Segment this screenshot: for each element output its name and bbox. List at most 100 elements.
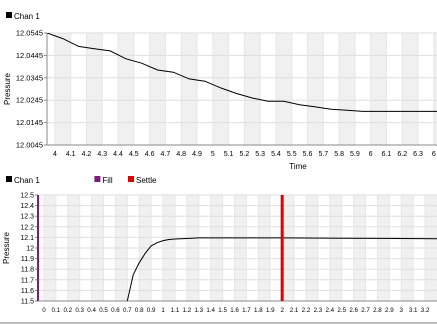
grid-band [370,33,387,145]
x-tick-label: 5.3 [255,151,265,158]
x-tick-label: 0.9 [147,307,156,314]
x-tick-label: 5.4 [271,151,281,158]
legend-swatch-settle [128,176,134,182]
x-tick-label: 2.4 [326,307,335,314]
x-tick-label: 2.1 [290,307,299,314]
x-tick-label: 1 [161,307,165,314]
grid-band [86,33,103,145]
chart-top: Chan 1 12.0545 12.0445 12.0345 12.0245 12.014… [3,12,437,171]
x-tick-label: 6 [369,151,373,158]
legend-label-fill: Fill [102,176,112,185]
y-axis-title: Pressure [3,72,12,105]
x-tick-label: 6 [432,151,436,158]
x-tick-label: 6.1 [382,151,392,158]
grid-band [339,33,355,145]
grid-band [212,33,229,145]
legend-label-settle: Settle [136,176,157,185]
grid-band [118,33,134,145]
x-tick-label: 0 [42,307,46,314]
x-tick-label: 1.5 [218,307,227,314]
x-tick-label: 4.1 [66,151,76,158]
x-tick-label: 1.6 [230,307,239,314]
x-axis-title: Time [289,162,307,171]
x-tick-label: 4 [53,151,57,158]
series-group [47,33,437,112]
x-tick-label: 3.1 [409,307,418,314]
x-tick-label: 4.8 [176,151,186,158]
y-tick-label: 12.0545 [16,29,43,38]
x-tick-label: 6.2 [397,151,407,158]
y-axis-title: Pressure [2,231,11,264]
series-line-chan-1 [47,33,437,112]
x-tick-label: 0.6 [111,307,120,314]
x-tick-label: 2 [280,307,284,314]
grid-band [307,33,324,145]
legend-label-chan-1: Chan 1 [14,12,40,21]
y-tick-label: 12.1 [20,235,34,242]
x-tick-label: 4.6 [145,151,155,158]
x-tick-label: 2.8 [373,307,382,314]
x-tick-label: 0.4 [87,307,96,314]
x-tick-label: 4.5 [129,151,139,158]
grid-band [433,33,437,145]
x-tick-label: 2.9 [385,307,394,314]
x-tick-label: 1.7 [242,307,251,314]
y-tick-label: 12.4 [20,203,34,210]
series-group [126,237,437,301]
y-tick-label: 12 [26,246,34,253]
x-tick-label: 1.8 [254,307,263,314]
x-tick-label: 2.6 [349,307,358,314]
x-tick-label: 1.9 [266,307,275,314]
grid-band [402,33,419,145]
x-tick-label: 0.7 [123,307,132,314]
legend-swatch-chan-1 [6,176,12,182]
frame-bottom-border [0,322,437,324]
legend-label-chan-1: Chan 1 [14,176,40,185]
legend-swatch-fill [94,176,101,182]
chart-bottom: Chan 1 Fill Settle12.512.412.312.212.11211… [2,176,437,314]
x-tick-label: 1.3 [194,307,203,314]
x-tick-label: 2.7 [361,307,370,314]
y-tick-label: 11.5 [21,299,34,306]
series-line-chan-1 [126,237,437,301]
x-tick-label: 5.2 [240,151,250,158]
x-tick-label: 0.1 [52,307,61,314]
x-tick-label: 1.2 [183,307,192,314]
y-tick-label: 12.0045 [16,141,43,150]
x-tick-label: 4.3 [97,151,107,158]
x-tick-label: 6.3 [413,151,423,158]
x-tick-label: 5.9 [350,151,360,158]
grid-band [275,33,292,145]
y-tick-label: 12.2 [20,224,34,231]
x-tick-label: 3.2 [421,307,430,314]
grid-band [54,33,71,145]
y-tick-label: 11.7 [21,277,34,284]
x-tick-label: 1.4 [206,307,215,314]
x-tick-label: 0.8 [135,307,144,314]
y-tick-label: 11.8 [21,267,34,274]
x-tick-label: 0.3 [75,307,84,314]
x-tick-label: 0.5 [99,307,108,314]
grid-band [181,33,197,145]
x-tick-label: 4.9 [192,151,202,158]
y-tick-label: 11.9 [21,256,34,263]
legend-swatch-chan-1 [6,12,12,18]
y-tick-label: 12.0145 [16,118,43,127]
x-tick-label: 1.1 [171,307,180,314]
x-tick-label: 5.1 [224,151,234,158]
x-tick-label: 5.7 [318,151,328,158]
x-tick-label: 2.2 [302,307,311,314]
x-tick-label: 4.7 [161,151,171,158]
x-tick-label: 4.4 [113,151,123,158]
x-tick-label: 3 [400,307,404,314]
y-tick-label: 12.0445 [16,51,43,60]
x-tick-label: 5.5 [287,151,297,158]
y-tick-label: 12.0245 [16,96,43,105]
x-tick-label: 0.2 [63,307,72,314]
x-tick-label: 2.3 [314,307,323,314]
y-tick-label: 12.3 [20,214,34,221]
y-tick-label: 12.5 [20,193,34,200]
y-tick-label: 12.0345 [16,73,43,82]
x-tick-label: 5.6 [303,151,313,158]
